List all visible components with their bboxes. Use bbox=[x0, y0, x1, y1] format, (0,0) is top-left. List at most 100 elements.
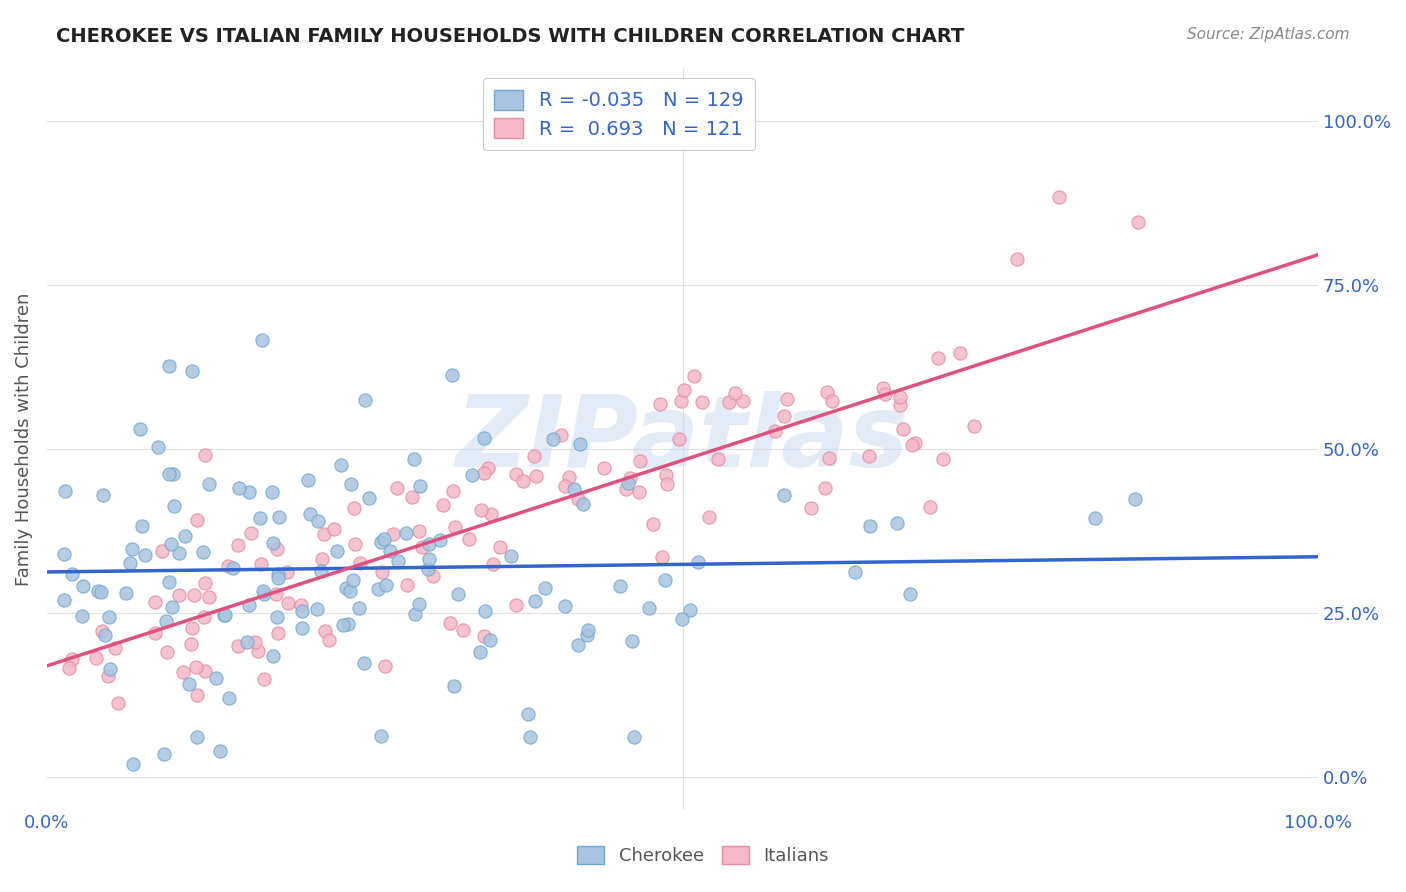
Italians bbox=[444, 520, 467, 534]
Italians bbox=[451, 624, 474, 638]
Cherokee bbox=[378, 543, 401, 558]
Italians bbox=[673, 383, 696, 397]
Italians bbox=[150, 544, 173, 558]
Cherokee bbox=[575, 628, 598, 642]
Cherokee bbox=[446, 587, 468, 601]
Cherokee bbox=[332, 618, 354, 632]
Italians bbox=[371, 565, 394, 579]
Cherokee bbox=[162, 499, 184, 513]
Cherokee bbox=[128, 422, 150, 436]
Italians bbox=[395, 578, 418, 592]
Italians bbox=[167, 588, 190, 602]
Italians bbox=[818, 451, 841, 466]
Cherokee bbox=[157, 575, 180, 590]
Italians bbox=[1126, 215, 1149, 229]
Cherokee bbox=[212, 608, 235, 623]
Italians bbox=[512, 474, 534, 488]
Italians bbox=[800, 501, 823, 516]
Cherokee bbox=[146, 440, 169, 454]
Cherokee bbox=[218, 690, 240, 705]
Cherokee bbox=[252, 583, 274, 598]
Italians bbox=[858, 449, 880, 463]
Italians bbox=[314, 624, 336, 639]
Cherokee bbox=[654, 574, 676, 588]
Cherokee bbox=[337, 616, 360, 631]
Italians bbox=[949, 345, 972, 359]
Italians bbox=[814, 481, 837, 495]
Cherokee bbox=[374, 578, 396, 592]
Cherokee bbox=[297, 473, 319, 487]
Cherokee bbox=[567, 638, 589, 652]
Text: ZIPatlas: ZIPatlas bbox=[456, 391, 910, 488]
Cherokee bbox=[205, 671, 228, 685]
Cherokee bbox=[404, 451, 426, 466]
Cherokee bbox=[134, 548, 156, 562]
Cherokee bbox=[53, 547, 76, 561]
Cherokee bbox=[1123, 492, 1146, 507]
Cherokee bbox=[478, 633, 501, 648]
Cherokee bbox=[898, 587, 921, 601]
Italians bbox=[277, 596, 299, 610]
Italians bbox=[90, 624, 112, 638]
Italians bbox=[654, 468, 676, 483]
Cherokee bbox=[621, 634, 644, 648]
Cherokee bbox=[347, 600, 370, 615]
Italians bbox=[311, 552, 333, 566]
Italians bbox=[628, 454, 651, 468]
Italians bbox=[554, 479, 576, 493]
Italians bbox=[323, 522, 346, 536]
Cherokee bbox=[70, 608, 93, 623]
Italians bbox=[472, 467, 495, 481]
Italians bbox=[683, 369, 706, 384]
Legend: Cherokee, Italians: Cherokee, Italians bbox=[568, 837, 838, 874]
Italians bbox=[432, 498, 454, 512]
Cherokee bbox=[671, 612, 693, 626]
Cherokee bbox=[222, 560, 245, 574]
Italians bbox=[401, 490, 423, 504]
Cherokee bbox=[250, 333, 273, 347]
Cherokee bbox=[93, 628, 115, 642]
Cherokee bbox=[72, 579, 94, 593]
Italians bbox=[194, 448, 217, 462]
Cherokee bbox=[418, 562, 440, 576]
Cherokee bbox=[886, 516, 908, 530]
Cherokee bbox=[298, 507, 321, 521]
Italians bbox=[616, 483, 638, 497]
Cherokee bbox=[291, 604, 314, 618]
Italians bbox=[266, 625, 288, 640]
Italians bbox=[489, 540, 512, 554]
Cherokee bbox=[576, 624, 599, 638]
Cherokee bbox=[395, 525, 418, 540]
Italians bbox=[276, 566, 298, 580]
Cherokee bbox=[335, 581, 357, 595]
Italians bbox=[143, 595, 166, 609]
Cherokee bbox=[262, 535, 284, 549]
Cherokee bbox=[181, 364, 204, 378]
Cherokee bbox=[91, 488, 114, 502]
Italians bbox=[439, 615, 461, 630]
Italians bbox=[184, 660, 207, 674]
Italians bbox=[668, 433, 690, 447]
Cherokee bbox=[541, 432, 564, 446]
Italians bbox=[873, 386, 896, 401]
Italians bbox=[422, 568, 444, 582]
Italians bbox=[550, 427, 572, 442]
Italians bbox=[1047, 190, 1070, 204]
Cherokee bbox=[562, 482, 585, 496]
Italians bbox=[441, 483, 464, 498]
Cherokee bbox=[367, 582, 389, 596]
Cherokee bbox=[609, 579, 631, 593]
Italians bbox=[690, 394, 713, 409]
Italians bbox=[889, 390, 911, 404]
Cherokee bbox=[326, 544, 349, 558]
Italians bbox=[374, 659, 396, 673]
Cherokee bbox=[773, 488, 796, 502]
Cherokee bbox=[353, 657, 375, 671]
Cherokee bbox=[153, 747, 176, 761]
Italians bbox=[821, 393, 844, 408]
Italians bbox=[194, 575, 217, 590]
Cherokee bbox=[1084, 511, 1107, 525]
Cherokee bbox=[228, 481, 250, 495]
Italians bbox=[217, 558, 239, 573]
Italians bbox=[893, 422, 915, 436]
